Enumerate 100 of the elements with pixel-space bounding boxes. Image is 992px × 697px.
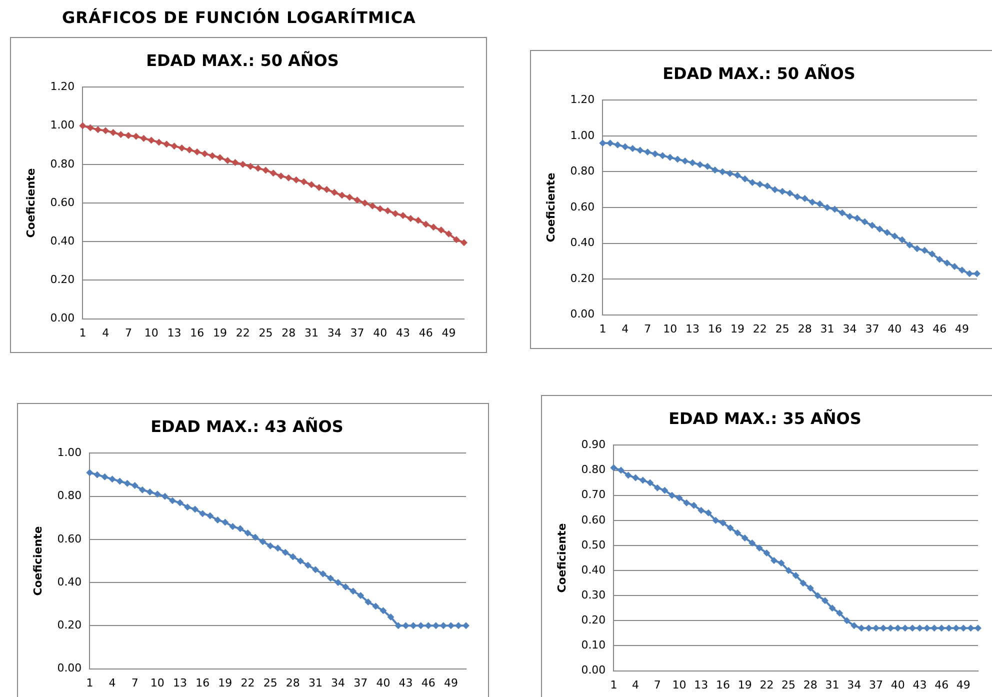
- x-tick-label: 49: [955, 322, 970, 336]
- x-tick-label: 40: [373, 326, 388, 340]
- y-tick-label: 0.60: [50, 196, 75, 209]
- point: [734, 172, 741, 179]
- y-tick-label: 0.20: [581, 614, 606, 627]
- point: [124, 480, 131, 487]
- point: [974, 270, 980, 278]
- point: [155, 138, 162, 146]
- point: [394, 622, 402, 630]
- x-tick-label: 13: [694, 678, 708, 692]
- point: [430, 224, 437, 231]
- point: [138, 486, 146, 494]
- x-tick-label: 49: [444, 676, 458, 690]
- y-tick-label: 1.20: [570, 93, 595, 106]
- point: [186, 146, 193, 154]
- point: [201, 150, 208, 158]
- point: [79, 122, 86, 130]
- y-tick-label: 0.20: [570, 272, 595, 285]
- point: [778, 560, 785, 567]
- y-tick-label: 1.00: [57, 446, 82, 460]
- point: [289, 553, 296, 560]
- x-tick-label: 37: [350, 326, 364, 340]
- point: [380, 607, 387, 614]
- point: [854, 214, 861, 222]
- point: [438, 226, 445, 234]
- point: [683, 499, 690, 506]
- point: [254, 164, 262, 172]
- point: [117, 130, 124, 138]
- x-tick-label: 43: [396, 326, 410, 340]
- y-axis-title: Coeficiente: [555, 523, 568, 593]
- point: [676, 494, 683, 502]
- x-tick-label: 16: [716, 678, 730, 692]
- point: [320, 570, 327, 578]
- point: [786, 190, 794, 197]
- x-tick-label: 1: [599, 322, 606, 336]
- point: [967, 624, 974, 632]
- x-tick-label: 25: [258, 326, 273, 340]
- x-tick-label: 13: [167, 326, 182, 340]
- x-tick-label: 28: [798, 322, 812, 336]
- y-tick-label: 0.20: [50, 273, 75, 286]
- y-tick-label: 0.00: [57, 662, 82, 675]
- y-tick-label: 0.30: [581, 588, 606, 602]
- x-tick-label: 31: [825, 678, 840, 692]
- x-tick-label: 10: [150, 676, 164, 690]
- point: [376, 205, 384, 212]
- point: [296, 558, 304, 564]
- point: [928, 250, 936, 258]
- x-tick-label: 40: [890, 678, 905, 692]
- point: [244, 529, 252, 536]
- point: [792, 572, 800, 580]
- point: [936, 256, 944, 263]
- point: [364, 598, 372, 606]
- x-tick-label: 4: [108, 676, 116, 690]
- point: [610, 464, 618, 472]
- point: [764, 182, 771, 190]
- point: [908, 624, 916, 632]
- point: [140, 134, 148, 142]
- point: [417, 622, 424, 630]
- point: [958, 266, 966, 274]
- point: [891, 232, 898, 240]
- point: [274, 544, 282, 552]
- y-tick-label: 1.20: [50, 80, 75, 94]
- x-tick-label: 7: [124, 326, 132, 340]
- point: [285, 174, 292, 182]
- point: [108, 476, 116, 483]
- point: [304, 562, 312, 569]
- x-tick-label: 1: [610, 678, 618, 692]
- y-tick-label: 0.60: [570, 200, 595, 214]
- point: [945, 624, 952, 632]
- x-tick-label: 28: [282, 326, 296, 340]
- x-tick-label: 22: [240, 676, 255, 690]
- x-tick-label: 49: [442, 326, 456, 340]
- point: [86, 469, 94, 476]
- point: [696, 161, 704, 168]
- point: [914, 245, 921, 252]
- x-tick-label: 4: [102, 326, 110, 340]
- point: [148, 136, 155, 144]
- point: [690, 502, 698, 509]
- chart-title: EDAD MAX.: 35 AÑOS: [668, 408, 862, 428]
- point: [392, 210, 399, 218]
- y-tick-label: 0.40: [57, 575, 82, 588]
- point: [806, 584, 814, 592]
- point: [916, 624, 924, 632]
- y-tick-label: 0.00: [50, 312, 75, 325]
- x-tick-label: 46: [418, 326, 433, 340]
- point: [222, 518, 229, 526]
- point: [176, 499, 184, 506]
- point: [668, 492, 676, 499]
- point: [831, 206, 838, 213]
- y-tick-label: 0.40: [581, 563, 606, 576]
- point: [748, 539, 756, 546]
- point: [199, 510, 206, 518]
- x-tick-label: 46: [934, 678, 949, 692]
- chart-title: EDAD MAX.: 50 AÑOS: [146, 50, 339, 70]
- y-tick-label: 0.80: [581, 463, 606, 476]
- point: [938, 624, 946, 632]
- x-tick-label: 16: [708, 322, 722, 336]
- x-tick-label: 7: [644, 322, 652, 336]
- x-tick-label: 37: [865, 322, 880, 336]
- point: [821, 597, 828, 604]
